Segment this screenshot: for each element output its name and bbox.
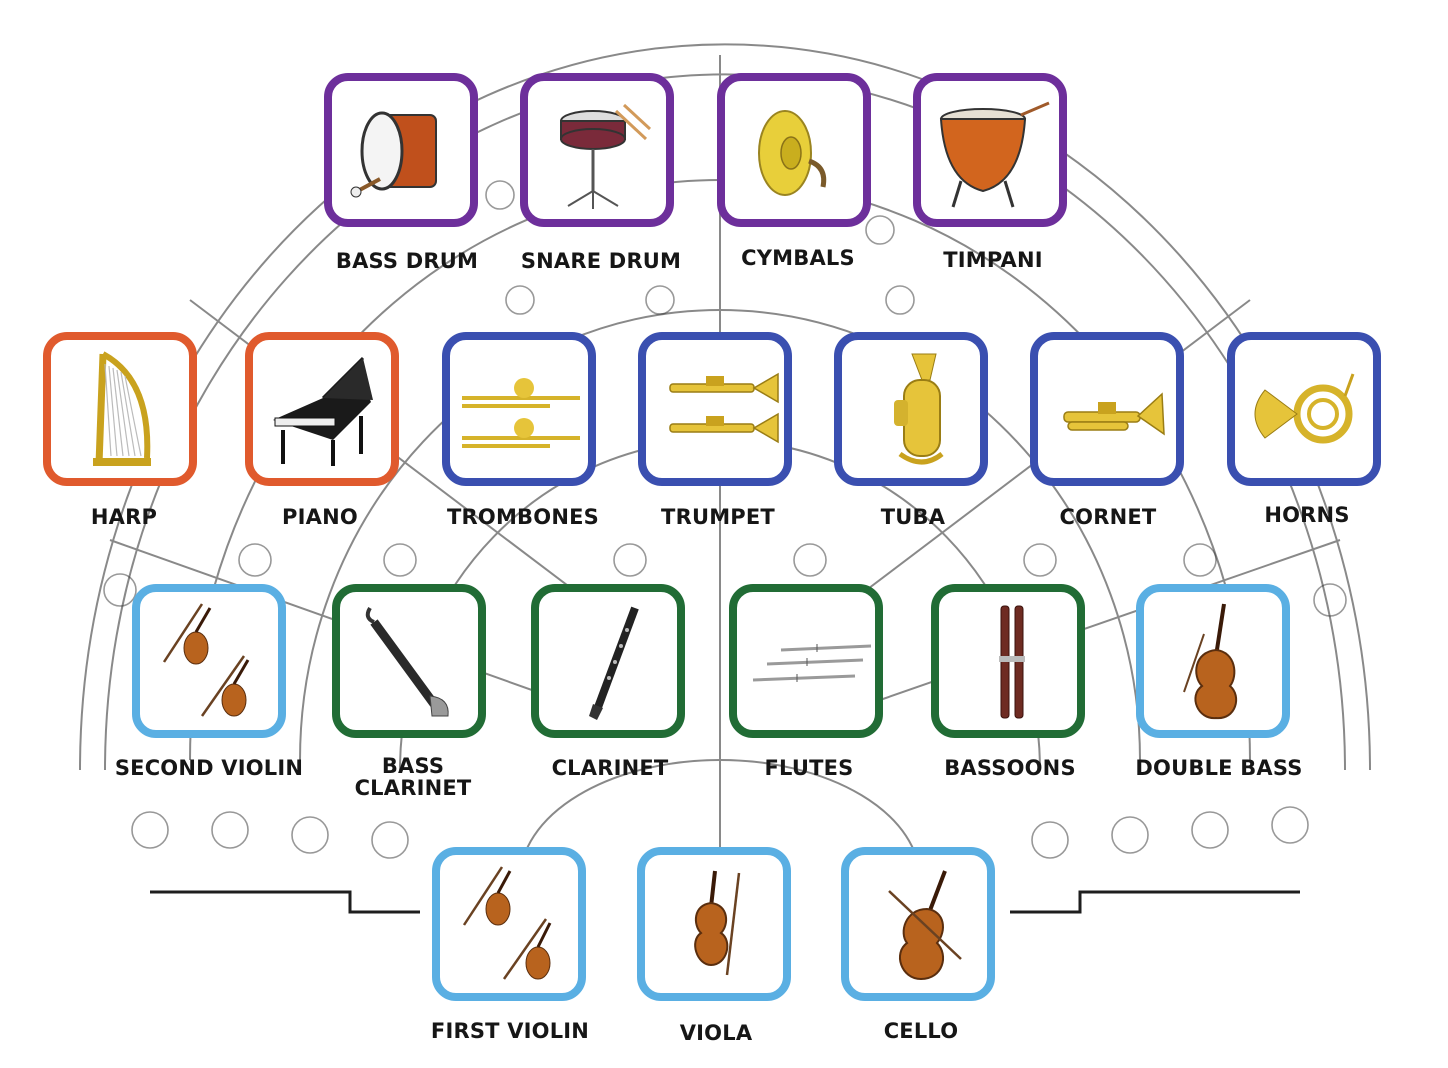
clarinet-label: CLARINET: [551, 756, 669, 780]
viola-label: VIOLA: [679, 1021, 753, 1045]
viola-card: [637, 847, 791, 1001]
trumpet-icon: [669, 372, 779, 444]
second-violin-card: [132, 584, 286, 738]
harp-label: HARP: [90, 505, 158, 529]
cello-card: [841, 847, 995, 1001]
bass-clarinet-label-line-1: BASS: [381, 754, 445, 778]
cymbals-icon: [758, 110, 827, 196]
second-violin-label: SECOND VIOLIN: [114, 756, 304, 780]
bass-clarinet-icon: [365, 606, 449, 717]
double-bass-card: [1136, 584, 1290, 738]
horns-card: [1227, 332, 1381, 486]
tuba-card: [834, 332, 988, 486]
piano-label: PIANO: [282, 505, 358, 529]
first-violin-card: [432, 847, 586, 1001]
bassoons-label: BASSOONS: [944, 756, 1076, 780]
clarinet-card: [531, 584, 685, 738]
cornet-card: [1030, 332, 1184, 486]
harp-card: [43, 332, 197, 486]
flutes-icon: [752, 644, 872, 682]
trumpet-label: TRUMPET: [661, 505, 775, 529]
bass-clarinet-card: [332, 584, 486, 738]
double-bass-label: DOUBLE BASS: [1135, 756, 1303, 780]
violin-pair-icon: [162, 603, 250, 717]
french-horn-icon: [1254, 373, 1355, 444]
bass-drum-icon: [350, 111, 437, 198]
bassoon-icon: [999, 605, 1025, 719]
bass-drum-card: [324, 73, 478, 227]
tuba-icon: [894, 353, 944, 465]
bass-clarinet-label: BASS CLARINET: [303, 755, 523, 799]
cello-icon: [888, 870, 962, 981]
first-violin-label: FIRST VIOLIN: [430, 1019, 590, 1043]
horns-label: HORNS: [1264, 503, 1350, 527]
bass-clarinet-label-line-2: CLARINET: [354, 776, 472, 800]
flutes-card: [729, 584, 883, 738]
timpani-icon: [939, 101, 1050, 208]
timpani-card: [913, 73, 1067, 227]
clarinet-icon: [589, 606, 639, 720]
bassoons-card: [931, 584, 1085, 738]
piano-icon: [273, 356, 373, 466]
cello-label: CELLO: [883, 1019, 959, 1043]
tuba-label: TUBA: [880, 505, 946, 529]
double-bass-icon: [1183, 603, 1238, 720]
snare-drum-card: [520, 73, 674, 227]
trombones-label: TROMBONES: [447, 505, 599, 529]
flutes-label: FLUTES: [764, 756, 854, 780]
cymbals-label: CYMBALS: [741, 246, 855, 270]
violin-pair-icon: [462, 866, 552, 980]
viola-icon: [694, 870, 741, 976]
trumpet-card: [638, 332, 792, 486]
cornet-icon: [1063, 392, 1165, 436]
cymbals-card: [717, 73, 871, 227]
snare-drum-icon: [560, 103, 652, 209]
cornet-label: CORNET: [1059, 505, 1157, 529]
piano-card: [245, 332, 399, 486]
trombones-card: [442, 332, 596, 486]
snare-drum-label: SNARE DRUM: [520, 249, 682, 273]
timpani-label: TIMPANI: [943, 248, 1043, 272]
trombone-icon: [462, 378, 580, 448]
bass-drum-label: BASS DRUM: [335, 249, 479, 273]
harp-icon: [93, 351, 151, 466]
